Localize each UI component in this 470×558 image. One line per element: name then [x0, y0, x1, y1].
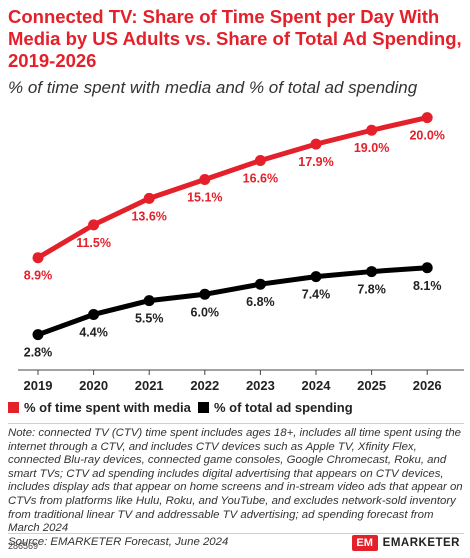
- legend-label-time-spent: % of time spent with media: [24, 400, 191, 415]
- data-label-0-2026: 20.0%: [409, 129, 444, 143]
- series-line-0: [35, 115, 430, 261]
- source-text: Source: EMARKETER Forecast, June 2024: [8, 535, 229, 548]
- emarketer-logo: EM EMARKETER: [351, 535, 460, 551]
- data-point-0-2022: [199, 173, 211, 185]
- data-label-1-2020: 4.4%: [79, 325, 108, 339]
- x-tick-label-2023: 2023: [246, 378, 275, 393]
- data-label-0-2019: 8.9%: [24, 269, 53, 283]
- data-point-1-2022: [199, 288, 211, 300]
- data-label-1-2025: 7.8%: [357, 283, 386, 297]
- data-label-1-2021: 5.5%: [135, 312, 164, 326]
- legend-swatch-ad-spending: [198, 402, 209, 413]
- legend-item-ad-spending: % of total ad spending: [198, 400, 353, 415]
- logo-mark: EM: [351, 535, 378, 551]
- chart-id: 286569: [8, 541, 39, 551]
- data-label-0-2021: 13.6%: [131, 209, 166, 223]
- data-point-0-2019: [32, 252, 44, 264]
- data-point-1-2025: [366, 266, 378, 278]
- data-point-0-2021: [143, 192, 155, 204]
- data-label-1-2026: 8.1%: [413, 279, 442, 293]
- note-text: Note: connected TV (CTV) time spent incl…: [8, 427, 463, 535]
- legend-item-time-spent: % of time spent with media: [8, 400, 191, 415]
- data-point-1-2026: [421, 262, 433, 274]
- data-point-1-2021: [143, 295, 155, 307]
- legend-label-ad-spending: % of total ad spending: [214, 400, 353, 415]
- data-label-1-2019: 2.8%: [24, 346, 53, 360]
- data-label-0-2025: 19.0%: [354, 141, 389, 155]
- data-point-0-2024: [310, 138, 322, 150]
- data-label-1-2022: 6.0%: [191, 305, 220, 319]
- data-label-0-2022: 15.1%: [187, 190, 222, 204]
- data-point-0-2023: [254, 155, 266, 167]
- data-label-0-2020: 11.5%: [76, 236, 111, 250]
- data-point-0-2026: [421, 112, 433, 124]
- data-label-1-2024: 7.4%: [302, 288, 331, 302]
- x-tick-label-2022: 2022: [190, 378, 219, 393]
- chart-note: Note: connected TV (CTV) time spent incl…: [8, 427, 464, 549]
- line-chart: 2019 2020 2021 2022 2023 2024 2025 2026 8.9% 11.5…: [18, 112, 464, 393]
- x-tick-label-2019: 2019: [24, 378, 53, 393]
- data-label-0-2024: 17.9%: [298, 155, 333, 169]
- data-point-1-2024: [310, 271, 322, 283]
- x-tick-label-2020: 2020: [79, 378, 108, 393]
- legend-swatch-time-spent: [8, 402, 19, 413]
- logo-text: EMARKETER: [382, 537, 460, 549]
- chart-subtitle: % of time spent with media and % of tota…: [8, 78, 418, 97]
- data-label-0-2023: 16.6%: [243, 172, 278, 186]
- data-point-1-2019: [32, 329, 44, 341]
- x-tick-label-2025: 2025: [357, 378, 386, 393]
- footer-divider: [8, 533, 464, 534]
- divider: [8, 423, 464, 424]
- data-point-1-2020: [88, 308, 100, 320]
- data-label-1-2023: 6.8%: [246, 295, 275, 309]
- x-tick-label-2026: 2026: [413, 378, 442, 393]
- data-point-1-2023: [254, 278, 266, 290]
- x-tick-label-2024: 2024: [302, 378, 332, 393]
- chart-title: Connected TV: Share of Time Spent per Da…: [8, 6, 462, 71]
- data-point-0-2025: [366, 124, 378, 136]
- x-tick-label-2021: 2021: [135, 378, 164, 393]
- data-point-0-2020: [88, 219, 100, 231]
- series-line-1: [35, 265, 430, 338]
